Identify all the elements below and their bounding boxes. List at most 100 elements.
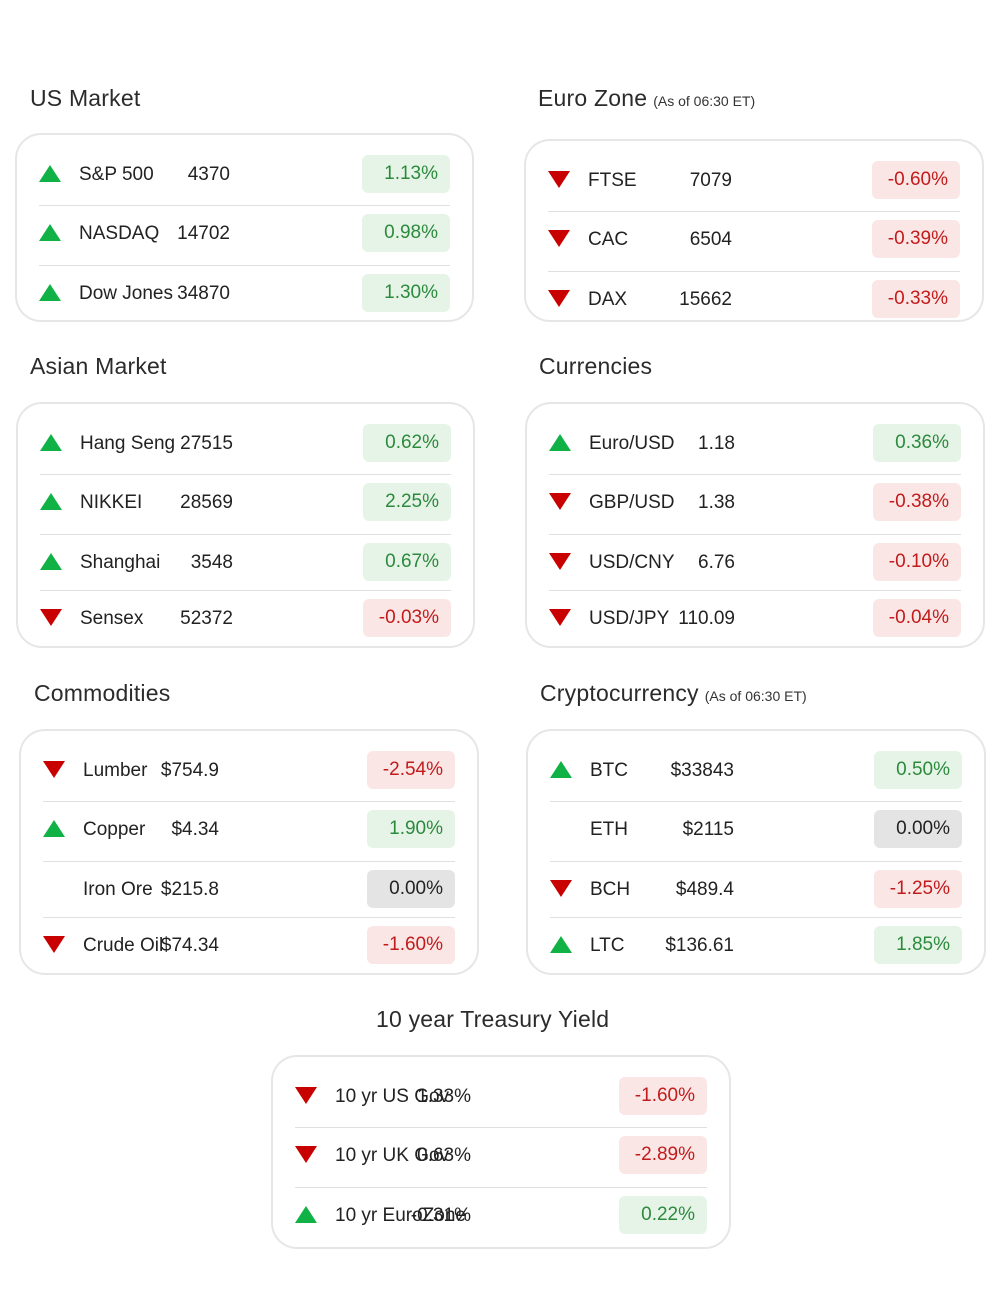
- commodities-card: Lumber $754.9 -2.54% Copper $4.34 1.90% Iron O…: [19, 729, 479, 975]
- market-row-eth: ETH $2115 0.00%: [550, 801, 962, 859]
- instrument-name: GBP/USD: [589, 492, 675, 513]
- instrument-name: NIKKEI: [80, 492, 143, 513]
- instrument-value: $33843: [670, 760, 734, 781]
- change-badge: -0.04%: [873, 599, 961, 637]
- up-arrow-icon: [40, 493, 62, 510]
- instrument-name: S&P 500: [79, 164, 154, 185]
- instrument-name: 10 yr EuroZone: [335, 1205, 466, 1226]
- market-row-10-yr-eurozone: 10 yr EuroZone -0.31% 0.22%: [295, 1187, 707, 1245]
- market-row-euro-usd: Euro/USD 1.18 0.36%: [549, 416, 961, 474]
- down-arrow-icon: [548, 230, 570, 247]
- market-row-iron-ore: Iron Ore $215.8 0.00%: [43, 861, 455, 919]
- change-badge: 1.85%: [874, 926, 962, 964]
- market-row-sensex: Sensex 52372 -0.03%: [40, 590, 451, 648]
- market-row-usd-cny: USD/CNY 6.76 -0.10%: [549, 534, 961, 592]
- instrument-name: USD/JPY: [589, 608, 670, 629]
- market-row-ltc: LTC $136.61 1.85%: [550, 917, 962, 975]
- instrument-value: 4370: [187, 164, 230, 185]
- instrument-value: 1.33%: [417, 1086, 471, 1107]
- change-badge: -2.89%: [619, 1136, 707, 1174]
- change-badge: -2.54%: [367, 751, 455, 789]
- instrument-name: Shanghai: [80, 552, 161, 573]
- change-badge: -0.03%: [363, 599, 451, 637]
- market-row-usd-jpy: USD/JPY 110.09 -0.04%: [549, 590, 961, 648]
- up-arrow-icon: [295, 1206, 317, 1223]
- change-badge: 0.62%: [363, 424, 451, 462]
- change-badge: -0.33%: [872, 280, 960, 318]
- down-arrow-icon: [548, 171, 570, 188]
- instrument-value: 7079: [689, 170, 732, 191]
- section-title-asia: Asian Market: [30, 353, 167, 379]
- market-row-bch: BCH $489.4 -1.25%: [550, 861, 962, 919]
- instrument-name: Copper: [83, 819, 146, 840]
- instrument-value: 14702: [177, 223, 230, 244]
- instrument-value: 1.18: [698, 433, 735, 454]
- market-row-s-p-500: S&P 500 4370 1.13%: [39, 147, 450, 205]
- instrument-name: Euro/USD: [589, 433, 675, 454]
- market-row-ftse: FTSE 7079 -0.60%: [548, 153, 960, 211]
- instrument-value: 27515: [180, 433, 233, 454]
- down-arrow-icon: [550, 880, 572, 897]
- change-badge: -1.60%: [619, 1077, 707, 1115]
- change-badge: 0.00%: [367, 870, 455, 908]
- change-badge: 0.50%: [874, 751, 962, 789]
- market-row-btc: BTC $33843 0.50%: [550, 743, 962, 801]
- down-arrow-icon: [548, 290, 570, 307]
- change-badge: 1.90%: [367, 810, 455, 848]
- change-badge: -0.38%: [873, 483, 961, 521]
- treasury-yield-card: 10 yr US Gov 1.33% -1.60% 10 yr UK Gov 0.63%…: [271, 1055, 731, 1249]
- market-row-10-yr-us-gov: 10 yr US Gov 1.33% -1.60%: [295, 1069, 707, 1127]
- market-row-dow-jones: Dow Jones 34870 1.30%: [39, 265, 450, 323]
- market-row-nikkei: NIKKEI 28569 2.25%: [40, 474, 451, 532]
- market-row-lumber: Lumber $754.9 -2.54%: [43, 743, 455, 801]
- instrument-value: 52372: [180, 608, 233, 629]
- change-badge: -1.60%: [367, 926, 455, 964]
- instrument-name: Hang Seng: [80, 433, 176, 454]
- up-arrow-icon: [39, 224, 61, 241]
- change-badge: -1.25%: [874, 870, 962, 908]
- up-arrow-icon: [43, 820, 65, 837]
- down-arrow-icon: [295, 1146, 317, 1163]
- asian-market-card: Hang Seng 27515 0.62% NIKKEI 28569 2.25% Shang…: [16, 402, 475, 648]
- down-arrow-icon: [549, 609, 571, 626]
- market-row-hang-seng: Hang Seng 27515 0.62%: [40, 416, 451, 474]
- instrument-name: 10 yr US Gov: [335, 1086, 450, 1107]
- instrument-name: Sensex: [80, 608, 144, 629]
- up-arrow-icon: [39, 165, 61, 182]
- section-title-crypto: Cryptocurrency (As of 06:30 ET): [540, 680, 807, 706]
- instrument-value: 110.09: [678, 608, 735, 629]
- market-row-shanghai: Shanghai 3548 0.67%: [40, 534, 451, 592]
- section-title-euro: Euro Zone (As of 06:30 ET): [538, 85, 756, 111]
- change-badge: 0.67%: [363, 543, 451, 581]
- instrument-name: ETH: [590, 819, 628, 840]
- down-arrow-icon: [43, 936, 65, 953]
- instrument-value: -0.31%: [410, 1205, 471, 1226]
- instrument-value: $74.34: [160, 935, 219, 956]
- change-badge: -0.60%: [872, 161, 960, 199]
- change-badge: 1.30%: [362, 274, 450, 312]
- change-badge: -0.39%: [872, 220, 960, 258]
- change-badge: 0.22%: [619, 1196, 707, 1234]
- section-title-treasury: 10 year Treasury Yield: [376, 1006, 610, 1032]
- us-market-card: S&P 500 4370 1.13% NASDAQ 14702 0.98% Dow Jone…: [15, 133, 474, 322]
- instrument-name: NASDAQ: [79, 223, 160, 244]
- instrument-name: BTC: [590, 760, 628, 781]
- instrument-value: $136.61: [665, 935, 734, 956]
- down-arrow-icon: [295, 1087, 317, 1104]
- section-title-us: US Market: [30, 85, 141, 111]
- up-arrow-icon: [550, 936, 572, 953]
- instrument-value: 6504: [689, 229, 732, 250]
- instrument-name: 10 yr UK Gov: [335, 1145, 450, 1166]
- instrument-name: FTSE: [588, 170, 637, 191]
- change-badge: 0.36%: [873, 424, 961, 462]
- instrument-value: 34870: [177, 283, 230, 304]
- up-arrow-icon: [40, 553, 62, 570]
- up-arrow-icon: [39, 284, 61, 301]
- up-arrow-icon: [549, 434, 571, 451]
- currencies-card: Euro/USD 1.18 0.36% GBP/USD 1.38 -0.38% USD/CN…: [525, 402, 985, 648]
- instrument-value: $4.34: [171, 819, 219, 840]
- section-title-commodities: Commodities: [34, 680, 171, 706]
- instrument-value: 3548: [190, 552, 233, 573]
- instrument-value: 6.76: [698, 552, 735, 573]
- instrument-name: LTC: [590, 935, 625, 956]
